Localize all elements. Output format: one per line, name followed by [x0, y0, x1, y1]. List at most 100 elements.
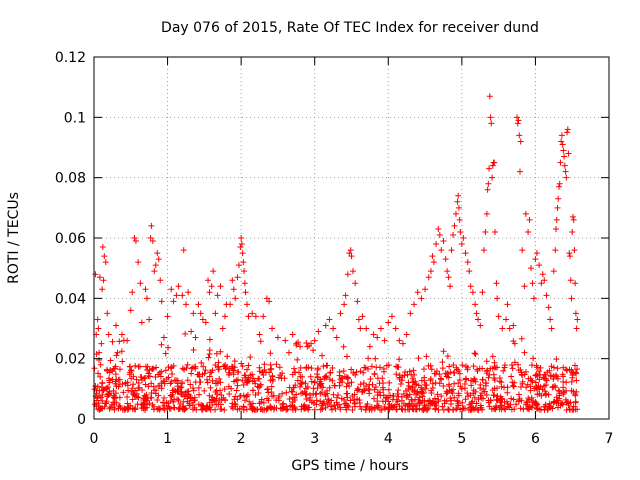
data-point-band: [132, 362, 139, 369]
data-point-band: [239, 363, 246, 370]
data-point-band: [314, 384, 321, 391]
data-point-band: [119, 381, 126, 388]
data-point-band: [198, 406, 205, 413]
data-point-band: [461, 380, 468, 387]
data-point: [210, 268, 217, 275]
data-point-band: [129, 406, 136, 413]
data-point: [96, 349, 103, 356]
data-point-band: [129, 385, 136, 392]
data-point-band: [175, 388, 182, 395]
data-point-band: [485, 374, 492, 381]
data-point-band: [161, 378, 168, 385]
data-point-band: [455, 402, 462, 409]
data-point-band: [396, 403, 403, 410]
data-point-band: [271, 404, 278, 411]
data-point-band: [432, 406, 439, 413]
data-point-band: [446, 363, 453, 370]
data-point-band: [483, 358, 490, 365]
data-point-band: [447, 395, 454, 402]
data-point: [359, 313, 366, 320]
data-point-band: [433, 368, 440, 375]
data-point-band: [498, 379, 505, 386]
data-point-band: [213, 395, 220, 402]
data-point-band: [343, 383, 350, 390]
data-point-band: [545, 403, 552, 410]
x-tick-label: 1: [163, 431, 172, 447]
data-point-band: [470, 378, 477, 385]
data-point-band: [560, 384, 567, 391]
data-point: [515, 117, 522, 124]
data-point-band: [314, 373, 321, 380]
data-point-band: [156, 369, 163, 376]
data-point-band: [322, 392, 329, 399]
data-point: [552, 247, 559, 254]
data-point-band: [142, 393, 149, 400]
data-point-band: [429, 384, 436, 391]
data-point-band: [275, 374, 282, 381]
data-point-band: [527, 387, 534, 394]
data-point: [392, 325, 399, 332]
data-point-band: [441, 397, 448, 404]
data-point-band: [439, 359, 446, 366]
data-point-band: [550, 373, 557, 380]
data-point: [113, 322, 120, 329]
y-tick-label: 0.04: [55, 291, 86, 307]
data-point: [525, 228, 532, 235]
data-point-band: [155, 382, 162, 389]
data-point-band: [410, 367, 417, 374]
data-point-band: [525, 405, 532, 412]
data-point-band: [510, 338, 517, 345]
data-point: [304, 343, 311, 350]
data-point-band: [475, 396, 482, 403]
data-point-band: [266, 369, 273, 376]
y-tick-label: 0.08: [55, 171, 86, 187]
data-point-band: [155, 405, 162, 412]
data-point-band: [440, 382, 447, 389]
data-point-band: [224, 353, 231, 360]
data-point-band: [483, 391, 490, 398]
data-point: [430, 259, 437, 266]
data-point-band: [528, 377, 535, 384]
data-point: [188, 328, 195, 335]
data-point: [436, 231, 443, 238]
data-point: [445, 274, 452, 281]
data-point-band: [303, 395, 310, 402]
data-point-band: [450, 362, 457, 369]
data-point-band: [217, 401, 224, 408]
data-point-band: [355, 386, 362, 393]
data-point: [388, 313, 395, 320]
data-point-band: [258, 399, 265, 406]
data-point: [374, 334, 381, 341]
data-point-band: [389, 396, 396, 403]
data-point-band: [233, 377, 240, 384]
data-point: [179, 292, 186, 299]
data-point: [473, 310, 480, 317]
data-point: [565, 150, 572, 157]
data-point-band: [554, 365, 561, 372]
data-point: [238, 241, 245, 248]
data-point-band: [273, 361, 280, 368]
data-point-band: [345, 374, 352, 381]
data-point-band: [338, 395, 345, 402]
data-point-band: [519, 380, 526, 387]
data-point: [532, 256, 539, 263]
data-point: [486, 93, 493, 100]
data-point: [519, 247, 526, 254]
data-point-band: [116, 376, 123, 383]
data-point-band: [404, 406, 411, 413]
data-point: [529, 280, 536, 287]
data-point: [400, 340, 406, 347]
data-point-band: [434, 391, 441, 398]
data-point-band: [118, 348, 125, 355]
data-point-band: [97, 373, 104, 380]
data-point: [427, 268, 434, 275]
data-point: [180, 247, 187, 254]
data-point-band: [319, 400, 326, 407]
data-point: [503, 316, 509, 323]
data-point-band: [440, 348, 447, 355]
data-point-band: [199, 371, 206, 378]
data-point-band: [307, 373, 314, 380]
data-point-band: [445, 381, 452, 388]
data-point-band: [245, 362, 252, 369]
data-point: [539, 271, 546, 278]
